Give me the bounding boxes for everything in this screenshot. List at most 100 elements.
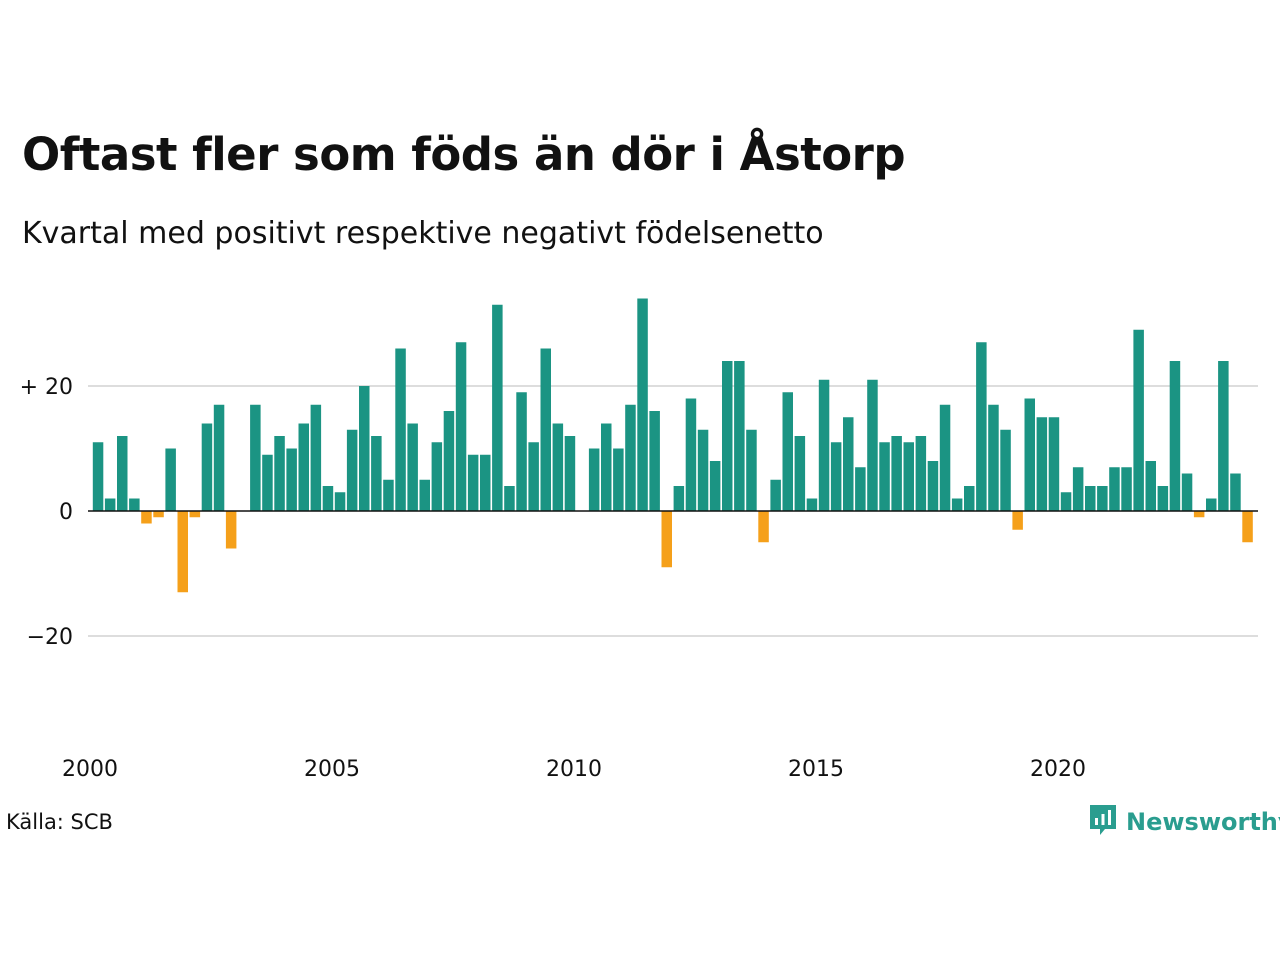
bar-positive bbox=[1060, 492, 1072, 511]
bar-positive bbox=[262, 454, 273, 511]
bar-positive bbox=[443, 411, 455, 511]
gridlines bbox=[88, 385, 1258, 637]
bar-positive bbox=[625, 404, 636, 511]
x-tick-label: 2005 bbox=[304, 757, 360, 782]
x-tick-label: 2020 bbox=[1030, 757, 1086, 782]
bar-positive bbox=[685, 398, 697, 511]
bar-positive bbox=[1048, 417, 1060, 511]
bar-positive bbox=[601, 423, 612, 511]
bar-positive bbox=[879, 442, 890, 511]
bar-positive bbox=[298, 423, 309, 511]
bar-positive bbox=[951, 498, 963, 511]
bar-positive bbox=[1206, 498, 1217, 511]
bar-positive bbox=[649, 411, 660, 511]
bar-positive bbox=[480, 454, 491, 511]
x-tick-label: 2015 bbox=[788, 757, 844, 782]
bar-positive bbox=[117, 436, 128, 511]
bar-positive bbox=[673, 486, 685, 511]
bar-positive bbox=[492, 304, 503, 511]
bar-positive bbox=[927, 461, 939, 511]
bar-positive bbox=[613, 448, 624, 511]
bar-positive bbox=[806, 498, 818, 511]
bar-positive bbox=[903, 442, 914, 511]
bar-negative bbox=[177, 511, 188, 593]
x-tick-label: 2010 bbox=[546, 757, 602, 782]
bar-positive bbox=[988, 404, 999, 511]
bar-positive bbox=[1036, 417, 1048, 511]
bar-positive bbox=[697, 429, 709, 511]
y-tick-label: + 20 bbox=[20, 375, 73, 400]
bar-negative bbox=[189, 511, 201, 518]
bar-positive bbox=[1133, 329, 1144, 511]
bar-positive bbox=[455, 342, 467, 511]
bar-negative bbox=[661, 511, 672, 568]
chart-title: Oftast fler som föds än dör i Åstorp bbox=[22, 128, 906, 181]
bar-positive bbox=[770, 479, 781, 511]
bar-negative bbox=[141, 511, 152, 524]
bar-positive bbox=[104, 498, 116, 511]
bar-positive bbox=[1157, 486, 1169, 511]
bar-positive bbox=[395, 348, 406, 511]
bars bbox=[92, 298, 1253, 593]
bar-positive bbox=[939, 404, 951, 511]
x-tick-labels: 2000 2005 2010 2015 2020 bbox=[62, 757, 1086, 782]
y-tick-label: 0 bbox=[59, 500, 73, 525]
x-tick-label: 2000 bbox=[62, 757, 118, 782]
bar-positive bbox=[92, 442, 104, 511]
bar-negative bbox=[1012, 511, 1023, 530]
bar-positive bbox=[1145, 461, 1156, 511]
bar-positive bbox=[407, 423, 418, 511]
bar-positive bbox=[1097, 486, 1108, 511]
bar-positive bbox=[1218, 361, 1229, 511]
bar-positive bbox=[637, 298, 648, 511]
newsworthy-logo-icon bbox=[1088, 803, 1118, 841]
bar-positive bbox=[1000, 429, 1011, 511]
bar-positive bbox=[782, 392, 793, 511]
bar-positive bbox=[964, 486, 975, 511]
bar-positive bbox=[1121, 467, 1132, 511]
bar-positive bbox=[371, 436, 382, 511]
bar-positive bbox=[1024, 398, 1035, 511]
bar-positive bbox=[213, 404, 225, 511]
bar-positive bbox=[588, 448, 600, 511]
bar-positive bbox=[855, 467, 866, 511]
bar-positive bbox=[709, 461, 721, 511]
bar-positive bbox=[165, 448, 176, 511]
bar-positive bbox=[516, 392, 527, 511]
bar-positive bbox=[286, 448, 297, 511]
brand-name: Newsworthy bbox=[1126, 808, 1280, 836]
bar-positive bbox=[334, 492, 346, 511]
y-tick-labels: + 20 0 −20 bbox=[20, 375, 73, 650]
bar-positive bbox=[1181, 473, 1193, 511]
bar-positive bbox=[830, 442, 842, 511]
brand-logo[interactable]: Newsworthy bbox=[1088, 803, 1280, 841]
bar-positive bbox=[1085, 486, 1096, 511]
bar-positive bbox=[274, 436, 285, 511]
bar-positive bbox=[504, 486, 515, 511]
bar-positive bbox=[1072, 467, 1084, 511]
y-tick-label: −20 bbox=[27, 625, 73, 650]
bar-positive bbox=[129, 498, 140, 511]
bar-positive bbox=[1109, 467, 1120, 511]
bar-positive bbox=[250, 404, 261, 511]
bar-positive bbox=[431, 442, 443, 511]
bar-positive bbox=[552, 423, 564, 511]
bar-negative bbox=[758, 511, 769, 543]
bar-positive bbox=[467, 454, 479, 511]
bar-negative bbox=[153, 511, 164, 518]
chart-subtitle: Kvartal med positivt respektive negativt… bbox=[22, 216, 824, 251]
bar-positive bbox=[1230, 473, 1241, 511]
bar-positive bbox=[383, 479, 394, 511]
bar-positive bbox=[746, 429, 757, 511]
bar-positive bbox=[564, 436, 576, 511]
bar-positive bbox=[843, 417, 854, 511]
bar-positive bbox=[346, 429, 358, 511]
bar-negative bbox=[225, 511, 237, 549]
bar-positive bbox=[867, 379, 878, 511]
bar-negative bbox=[1242, 511, 1253, 543]
bar-positive bbox=[322, 486, 334, 511]
bar-positive bbox=[419, 479, 430, 511]
source-note: Källa: SCB bbox=[6, 810, 113, 834]
bar-positive bbox=[1169, 361, 1181, 511]
bar-positive bbox=[891, 436, 902, 511]
